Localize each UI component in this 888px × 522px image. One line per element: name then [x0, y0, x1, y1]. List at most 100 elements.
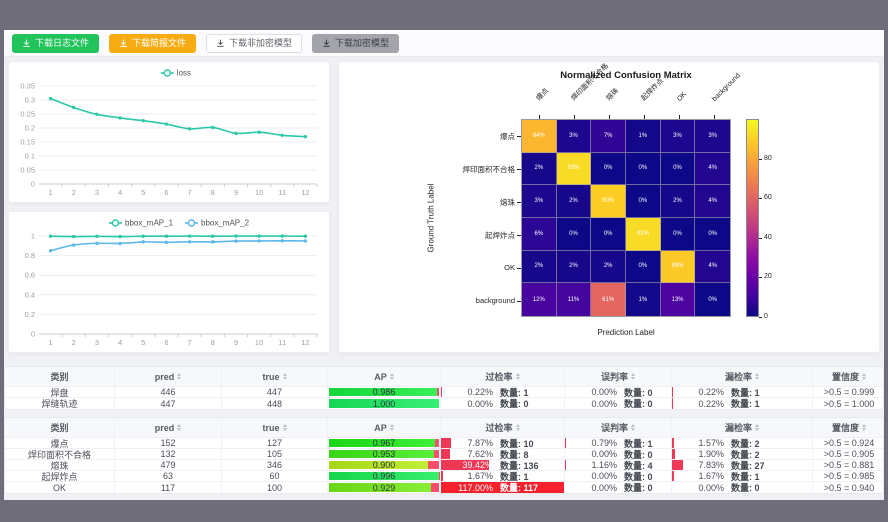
- rate-percent: 1.57%: [698, 438, 724, 448]
- rate-percent: 0.00%: [698, 482, 724, 493]
- column-header-label: 漏检率: [724, 372, 752, 382]
- y-tick-label: 焊印面积不合格: [462, 165, 516, 174]
- legend-item-bbox_mAP_2[interactable]: bbox_mAP_2: [185, 219, 250, 228]
- column-header-label: true: [262, 371, 280, 382]
- sort-icon[interactable]: [282, 373, 287, 380]
- download-log-button[interactable]: 下载日志文件: [12, 33, 100, 53]
- svg-text:10: 10: [255, 188, 263, 197]
- ap-bar: [329, 388, 438, 396]
- svg-text:3: 3: [95, 188, 99, 197]
- download-report-button[interactable]: 下载简报文件: [109, 33, 197, 53]
- true-cell: 346: [222, 460, 328, 470]
- pred-cell: 447: [115, 398, 222, 409]
- true-cell: 127: [222, 438, 328, 448]
- colorbar-tick: [759, 277, 762, 279]
- rate-count: 数量: 0: [624, 483, 653, 493]
- column-header-true[interactable]: true: [222, 367, 328, 386]
- column-header-漏检率[interactable]: 漏检率: [672, 367, 813, 386]
- matrix-cell: 11%: [556, 283, 592, 316]
- sort-icon[interactable]: [282, 424, 287, 431]
- column-header-true[interactable]: true: [222, 418, 328, 437]
- x-tick-label: 熔珠: [604, 87, 620, 103]
- miss-rate-cell: 1.57% 数量: 2: [672, 438, 813, 448]
- svg-text:12: 12: [301, 188, 309, 197]
- loss-line-chart: 00.050.10.150.20.250.30.351 2 3 4 5 6 7 8 9 10 11 1…: [20, 69, 318, 197]
- svg-text:10: 10: [255, 338, 263, 347]
- svg-text:0.2: 0.2: [25, 124, 35, 133]
- column-header-误判率[interactable]: 误判率: [565, 418, 672, 437]
- sort-icon[interactable]: [631, 424, 635, 431]
- column-header-过检率[interactable]: 过检率: [441, 367, 565, 386]
- sort-icon[interactable]: [177, 424, 182, 431]
- category-cell: 起焊炸点: [5, 471, 115, 481]
- matrix-cell: 7%: [591, 120, 626, 153]
- sort-icon[interactable]: [515, 373, 520, 380]
- ap-bar-remainder: [431, 483, 439, 492]
- sort-icon[interactable]: [755, 424, 759, 431]
- misjudge-rate-cell: 0.00% 数量: 0: [565, 387, 672, 397]
- svg-text:0.4: 0.4: [25, 290, 35, 299]
- table-row: 起焊炸点 63 60 0.996 1.67% 数量: 1 0.00% 数量: 0 1.67% 数量…: [5, 471, 883, 482]
- ap-value: 0.986: [372, 387, 396, 397]
- svg-text:6: 6: [164, 188, 168, 197]
- ap-value: 0.967: [372, 438, 396, 448]
- map-chart-card: 0 0.2 0.4 0.6 0.8 1 1 2 3 4 5 6 7 8 9 10 11 12 bbox_mAP_1 b…: [8, 211, 330, 353]
- pred-cell: 152: [115, 438, 222, 448]
- matrix-cell: 2%: [522, 250, 557, 284]
- sort-icon[interactable]: [389, 373, 394, 380]
- matrix-cell: 2%: [556, 250, 592, 284]
- sort-icon[interactable]: [631, 373, 635, 380]
- misjudge-rate-cell: 0.79% 数量: 1: [565, 438, 672, 448]
- svg-text:11: 11: [278, 188, 286, 197]
- sort-icon[interactable]: [389, 424, 394, 431]
- column-header-误判率[interactable]: 误判率: [565, 367, 672, 386]
- rate-count: 数量: 0: [731, 483, 760, 493]
- rate-count: 数量: 10: [500, 438, 534, 449]
- sort-icon[interactable]: [755, 373, 759, 380]
- ap-bar-remainder: [435, 439, 439, 447]
- svg-text:0.35: 0.35: [20, 82, 35, 91]
- svg-text:3: 3: [95, 338, 99, 347]
- column-header-过检率[interactable]: 过检率: [441, 418, 565, 437]
- x-tick-label: 爆点: [534, 87, 550, 103]
- colorbar-tick: [759, 237, 762, 239]
- column-header-label: 漏检率: [724, 423, 752, 433]
- sort-icon[interactable]: [515, 424, 520, 431]
- colorbar-tick-label: 60: [764, 194, 772, 202]
- legend-item-bbox_mAP_1[interactable]: bbox_mAP_1: [109, 219, 174, 228]
- table-row: 焊印面积不合格 132 105 0.953 7.62% 数量: 8 0.00% 数量: 0 1.…: [5, 449, 883, 460]
- miss-rate-cell: 7.83% 数量: 27: [672, 460, 813, 470]
- ap-bar-remainder: [428, 461, 439, 469]
- rate-percent: 1.16%: [591, 460, 617, 470]
- column-header-置信度[interactable]: 置信度: [813, 367, 884, 386]
- button-label: 下载非加密模型: [229, 37, 293, 48]
- column-header-ap[interactable]: AP: [328, 367, 441, 386]
- svg-text:9: 9: [234, 188, 238, 197]
- svg-text:0.25: 0.25: [20, 110, 35, 119]
- column-header-pred[interactable]: pred: [115, 418, 222, 437]
- download-encrypted-model-button[interactable]: 下载加密模型: [312, 33, 400, 53]
- download-unencrypted-model-button[interactable]: 下载非加密模型: [206, 33, 303, 53]
- sort-icon[interactable]: [862, 424, 866, 431]
- rate-count: 数量: 27: [731, 460, 765, 471]
- matrix-cell: 3%: [556, 120, 592, 153]
- rate-count: 数量: 2: [731, 449, 760, 460]
- table-header-row: 类别 pred true AP 过检率 误判率 漏检率 置信度: [5, 367, 883, 387]
- column-header-漏检率[interactable]: 漏检率: [672, 418, 813, 437]
- miss-rate-cell: 0.22% 数量: 1: [672, 398, 813, 409]
- overkill-rate-cell: 117.00% 数量: 117: [441, 482, 565, 493]
- confusion-matrix-card: Normalized Confusion Matrix Ground Truth…: [338, 61, 880, 353]
- ap-bar: [329, 439, 436, 447]
- sort-icon[interactable]: [177, 373, 182, 380]
- column-header-pred[interactable]: pred: [115, 367, 222, 386]
- y-axis-title: Ground Truth Label: [426, 183, 436, 253]
- svg-text:0: 0: [31, 330, 35, 339]
- rate-bar: [565, 460, 567, 470]
- column-header-置信度[interactable]: 置信度: [813, 418, 884, 437]
- sort-icon[interactable]: [862, 373, 866, 380]
- legend-item-loss[interactable]: loss: [160, 69, 191, 78]
- rate-bar: [441, 471, 444, 481]
- column-header-ap[interactable]: AP: [328, 418, 441, 437]
- matrix-cell: 6%: [522, 218, 557, 251]
